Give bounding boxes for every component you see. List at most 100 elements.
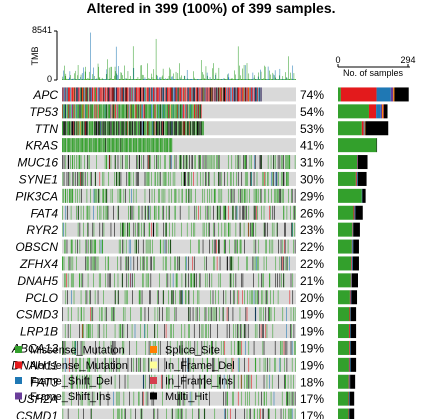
mutation-cell xyxy=(218,188,220,203)
mutation-cell xyxy=(67,104,68,119)
mutation-cell xyxy=(181,155,182,170)
mutation-cell xyxy=(131,121,132,136)
mutation-cell xyxy=(113,104,114,119)
mutation-cell xyxy=(186,104,187,119)
mutation-cell xyxy=(191,222,192,237)
side-bar-segment xyxy=(338,290,350,305)
tmb-bar xyxy=(147,63,148,80)
mutation-cell xyxy=(145,121,146,136)
mutation-cell xyxy=(89,121,91,136)
mutation-cell xyxy=(100,138,102,153)
mutation-cell xyxy=(67,324,69,339)
mutation-cell xyxy=(62,357,64,372)
tmb-bar xyxy=(205,66,207,80)
mutation-cell xyxy=(148,155,149,170)
mutation-cell xyxy=(227,188,229,203)
tmb-bar xyxy=(72,79,74,80)
mutation-cell xyxy=(210,324,211,339)
side-bar-segment xyxy=(365,121,389,136)
side-bar-segment xyxy=(338,222,353,237)
mutation-cell xyxy=(185,104,187,119)
mutation-cell xyxy=(223,307,224,322)
mutation-cell xyxy=(167,138,169,153)
mutation-cell xyxy=(235,205,237,220)
mutation-cell xyxy=(188,171,189,186)
mutation-cell xyxy=(99,239,101,254)
mutation-cell xyxy=(286,391,287,406)
mutation-cell xyxy=(67,87,69,102)
mutation-cell xyxy=(143,87,145,102)
mutation-cell xyxy=(91,138,92,153)
mutation-cell xyxy=(74,104,75,119)
mutation-cell xyxy=(181,188,183,203)
mutation-cell xyxy=(113,138,115,153)
mutation-cell xyxy=(247,87,249,102)
mutation-cell xyxy=(287,391,289,406)
mutation-cell xyxy=(237,324,238,339)
mutation-cell xyxy=(185,171,186,186)
mutation-cell xyxy=(191,391,193,406)
mutation-cell xyxy=(188,205,190,220)
mutation-cell xyxy=(241,374,243,389)
tmb-bar xyxy=(146,79,147,80)
tmb-bar xyxy=(64,75,66,80)
tmb-bar xyxy=(136,79,138,80)
mutation-cell xyxy=(144,87,145,102)
tmb-bar xyxy=(241,79,242,80)
mutation-cell xyxy=(287,171,288,186)
mutation-cell xyxy=(256,256,257,271)
mutation-cell xyxy=(149,188,150,203)
mutation-cell xyxy=(294,155,296,170)
mutation-cell xyxy=(86,239,88,254)
mutation-cell xyxy=(232,87,233,102)
mutation-cell xyxy=(277,273,278,288)
mutation-cell xyxy=(218,171,220,186)
mutation-cell xyxy=(282,188,284,203)
mutation-cell xyxy=(193,273,194,288)
tmb-bar xyxy=(126,78,128,80)
tmb-bar xyxy=(171,76,172,80)
mutation-cell xyxy=(173,324,174,339)
mutation-cell xyxy=(138,290,140,305)
tmb-bar xyxy=(148,78,149,80)
mutation-cell xyxy=(206,256,207,271)
tmb-bar xyxy=(176,79,177,80)
mutation-cell xyxy=(62,340,63,355)
mutation-cell xyxy=(165,121,166,136)
mutation-cell xyxy=(101,121,102,136)
mutation-cell xyxy=(211,273,213,288)
mutation-cell xyxy=(88,239,89,254)
tmb-bar xyxy=(246,63,248,80)
mutation-cell xyxy=(67,138,68,153)
mutation-cell xyxy=(136,340,138,355)
mutation-cell xyxy=(65,273,67,288)
mutation-cell xyxy=(67,205,68,220)
mutation-cell xyxy=(283,205,285,220)
mutation-cell xyxy=(152,104,154,119)
mutation-cell xyxy=(192,104,193,119)
mutation-cell xyxy=(130,408,132,419)
side-bar-segment xyxy=(338,155,358,170)
mutation-cell xyxy=(158,87,160,102)
mutation-cell xyxy=(200,104,201,119)
tmb-bar xyxy=(100,79,101,80)
mutation-cell xyxy=(252,222,253,237)
mutation-cell xyxy=(140,324,141,339)
mutation-cell xyxy=(254,87,255,102)
mutation-cell xyxy=(154,171,156,186)
mutation-cell xyxy=(228,87,230,102)
mutation-cell xyxy=(225,87,226,102)
tmb-bar xyxy=(219,79,221,80)
mutation-cell xyxy=(273,155,275,170)
mutation-cell xyxy=(246,188,248,203)
mutation-cell xyxy=(243,222,245,237)
pct-label-csmd1: 17% xyxy=(300,409,324,419)
mutation-cell xyxy=(77,104,78,119)
tmb-bar xyxy=(243,64,245,80)
tmb-bar xyxy=(236,79,238,80)
mutation-cell xyxy=(90,239,92,254)
mutation-cell xyxy=(107,87,109,102)
mutation-cell xyxy=(291,222,293,237)
mutation-cell xyxy=(122,138,124,153)
mutation-cell xyxy=(280,340,281,355)
